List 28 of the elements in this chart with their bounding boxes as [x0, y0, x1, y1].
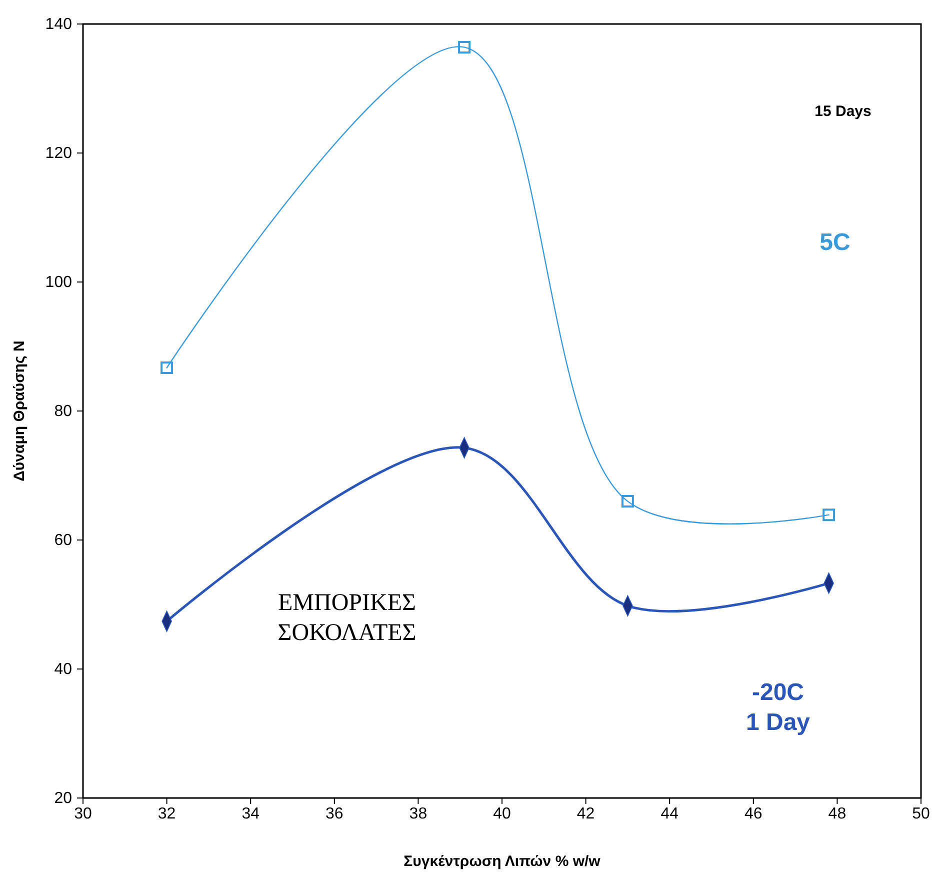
annotation: ΕΜΠΟΡΙΚΕΣ ΣΟΚΟΛΑΤΕΣ — [278, 590, 416, 646]
y-tick-label: 140 — [45, 16, 72, 34]
x-tick-label: 46 — [744, 805, 762, 822]
point — [458, 40, 471, 54]
x-tick-label: 40 — [493, 805, 511, 822]
point — [822, 508, 836, 522]
point — [621, 495, 634, 508]
x-tick-label: 32 — [158, 805, 176, 822]
annotation: 15 Days — [814, 103, 872, 120]
text: 5C — [820, 229, 850, 256]
x-tick-label: 34 — [242, 805, 260, 822]
y-axis-title: Δύναμη Θραύσης N — [11, 340, 28, 482]
x-tick-label: 48 — [828, 805, 846, 822]
x-tick-label: 50 — [912, 805, 930, 822]
y-tick-label: 20 — [54, 790, 72, 808]
x-axis-title: Συγκέντρωση Λιπών % w/w — [404, 853, 601, 870]
text: -20C 1 Day — [746, 679, 811, 736]
y-tick-label: 80 — [54, 403, 72, 420]
y-tick-label: 40 — [54, 661, 72, 678]
point — [160, 362, 174, 374]
x-tick-label: 30 — [74, 805, 92, 822]
y-tick-label: 120 — [45, 145, 72, 162]
x-tick-label: 36 — [326, 805, 344, 822]
x-tick-label: 44 — [660, 805, 679, 822]
x-tick-label: 38 — [409, 805, 428, 822]
y-tick-label: 100 — [45, 274, 72, 292]
y-tick-label: 60 — [54, 532, 72, 550]
x-tick-label: 42 — [576, 805, 595, 822]
